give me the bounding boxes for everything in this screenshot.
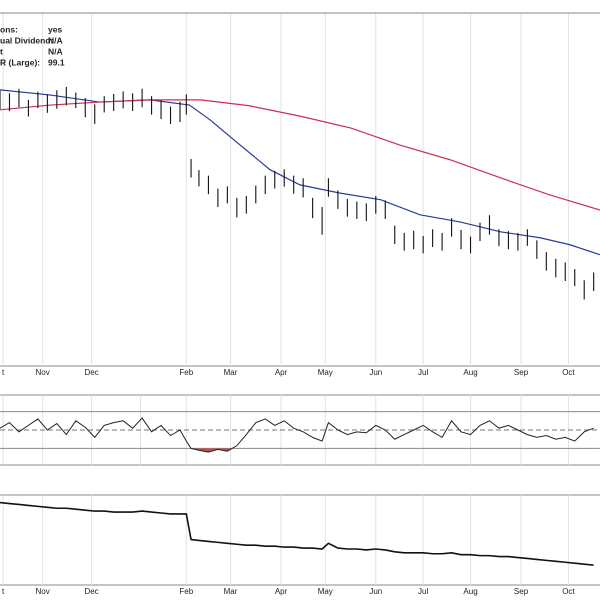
x-tick-label: Dec <box>84 587 98 596</box>
x-tick-label: Apr <box>275 368 288 377</box>
x-tick-label: May <box>318 368 333 377</box>
x-tick-label: May <box>318 587 333 596</box>
info-value: N/A <box>48 46 63 56</box>
info-value: N/A <box>48 35 63 45</box>
x-tick-label: Aug <box>463 587 477 596</box>
info-label: ual Dividend: <box>0 35 54 45</box>
x-tick-label: Feb <box>179 368 193 377</box>
x-tick-label: Nov <box>36 587 50 596</box>
oversold-fill <box>191 448 233 453</box>
x-tick-label: Sep <box>514 587 529 596</box>
x-tick-label: Oct <box>562 368 575 377</box>
x-tick-label: Mar <box>224 587 238 596</box>
panel-frame <box>0 394 600 466</box>
x-tick-label: Feb <box>179 587 193 596</box>
x-tick-label: Jun <box>369 587 382 596</box>
x-tick-label: Jul <box>418 587 428 596</box>
x-tick-label: Apr <box>275 587 288 596</box>
indicator-line <box>0 501 594 566</box>
x-tick-label: Mar <box>224 368 238 377</box>
x-tick-label: Oct <box>562 587 575 596</box>
x-tick-label: t <box>2 587 5 596</box>
indicator-line <box>0 417 594 453</box>
info-label: R (Large): <box>0 57 40 67</box>
x-tick-label: Jun <box>369 368 382 377</box>
info-label: t <box>0 46 3 56</box>
info-value: yes <box>48 24 62 34</box>
panel-frame <box>0 12 600 367</box>
panel-frame <box>0 494 600 586</box>
x-tick-label: Nov <box>36 368 50 377</box>
moving-average <box>0 89 600 256</box>
x-tick-label: Sep <box>514 368 529 377</box>
info-label: ons: <box>0 24 18 34</box>
x-tick-label: Jul <box>418 368 428 377</box>
moving-average <box>0 99 600 211</box>
info-value: 99.1 <box>48 57 65 67</box>
x-tick-label: t <box>2 368 5 377</box>
x-tick-label: Dec <box>84 368 98 377</box>
x-tick-label: Aug <box>463 368 477 377</box>
